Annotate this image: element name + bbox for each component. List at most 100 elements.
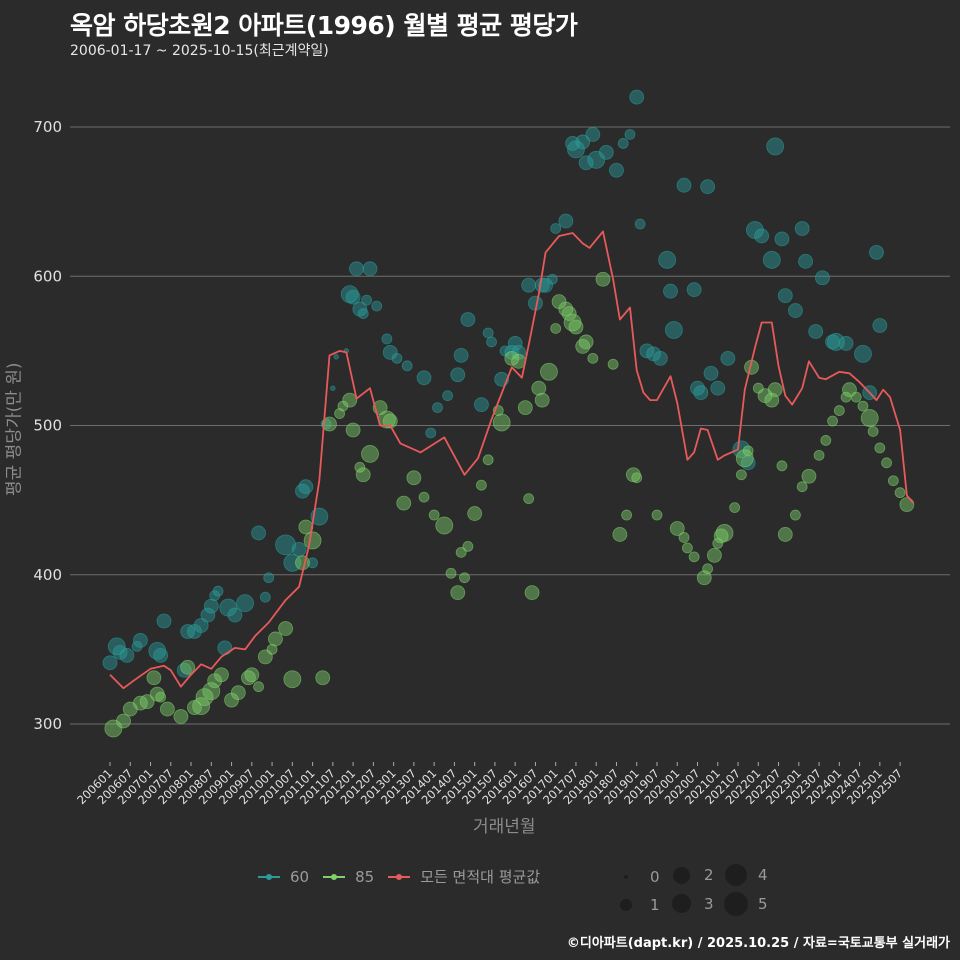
- bubble-60: [546, 273, 558, 285]
- bubble-60: [693, 385, 709, 401]
- bubble-85: [180, 659, 196, 675]
- size-dot-icon: [671, 894, 691, 913]
- bubble-85: [827, 415, 838, 427]
- bubble-60: [676, 177, 692, 193]
- y-axis-label: 평균 평당가(만 원): [4, 362, 25, 496]
- bubble-60: [275, 534, 296, 556]
- bubble-60: [634, 218, 646, 230]
- bubble-85: [155, 691, 167, 703]
- bubble-60: [703, 365, 719, 381]
- bubble-85: [268, 631, 283, 647]
- bubble-85: [428, 509, 440, 521]
- bubble-85: [244, 667, 260, 683]
- bubble-85: [568, 319, 584, 335]
- bubble-60: [732, 440, 751, 459]
- bubble-85: [476, 479, 487, 491]
- bubble-60: [710, 380, 726, 396]
- bubble-85: [517, 400, 533, 415]
- bubble-85: [492, 413, 511, 432]
- legend-item-60: 60: [258, 868, 309, 886]
- bubble-85: [531, 380, 547, 396]
- bubble-85: [833, 405, 845, 416]
- bubble-85: [874, 442, 886, 454]
- bubble-85: [857, 400, 869, 412]
- bubble-85: [713, 528, 729, 544]
- bubble-60: [236, 594, 254, 613]
- bubble-60: [203, 598, 219, 614]
- bubble-60: [291, 541, 307, 557]
- bubble-85: [899, 497, 915, 513]
- bubble-85: [266, 643, 278, 655]
- bubble-85: [651, 509, 663, 521]
- legend-item-85: 85: [323, 868, 374, 886]
- bubble-60: [474, 397, 489, 413]
- bubble-85: [790, 509, 801, 521]
- size-legend-0: 0: [616, 868, 660, 886]
- bubble-60: [872, 318, 888, 333]
- bubble-60: [788, 303, 803, 318]
- bubble-85: [354, 461, 366, 473]
- size-legend-1: 1: [616, 896, 660, 914]
- bubble-60: [700, 179, 716, 195]
- bubble-85: [253, 681, 264, 693]
- bubble-60: [442, 390, 454, 402]
- size-legend: 0 1 2 3 4 5: [610, 864, 780, 924]
- bubble-60: [102, 655, 118, 671]
- bubble-60: [507, 336, 523, 351]
- bubble-60: [330, 385, 336, 391]
- bubble-85: [523, 493, 535, 505]
- bubble-85: [735, 449, 754, 468]
- bubble-60: [391, 352, 403, 364]
- bubble-85: [669, 521, 685, 536]
- bubble-60: [575, 134, 591, 150]
- bubble-85: [315, 670, 331, 686]
- bubble-60: [777, 288, 793, 304]
- bubble-85: [202, 682, 221, 701]
- bubble-85: [881, 457, 892, 469]
- bubble-85: [887, 475, 899, 487]
- y-tick-label: 700: [33, 118, 62, 136]
- bubble-60: [345, 289, 361, 305]
- bubble-85: [192, 697, 211, 715]
- bubble-85: [160, 701, 175, 717]
- bubble-85: [459, 572, 470, 584]
- bubble-85: [867, 426, 879, 437]
- chart-subtitle: 2006-01-17 ~ 2025-10-15(최근계약일): [70, 43, 329, 59]
- chart-title: 옥암 하당초원2 아파트(1996) 월별 평균 평당가: [70, 11, 578, 40]
- bubble-60: [854, 344, 872, 363]
- bubble-60: [132, 633, 148, 648]
- bubble-60: [521, 277, 537, 293]
- bubble-60: [598, 144, 614, 160]
- bubble-60: [119, 647, 135, 663]
- bubble-60: [794, 221, 810, 236]
- bubble-85: [681, 542, 693, 554]
- size-dot-icon: [620, 899, 632, 911]
- bubble-85: [445, 567, 457, 579]
- bubble-60: [263, 572, 275, 584]
- bubble-85: [524, 585, 540, 601]
- size-dot-icon: [624, 875, 628, 879]
- bubble-60: [153, 647, 169, 663]
- bubble-60: [808, 324, 824, 339]
- bubble-85: [621, 509, 633, 521]
- bubble-60: [762, 250, 781, 269]
- bubble-85: [482, 454, 494, 466]
- bubble-85: [688, 551, 700, 563]
- bubble-60: [538, 277, 553, 293]
- bubble-60: [371, 300, 383, 312]
- bubble-60: [432, 402, 443, 413]
- bubble-60: [827, 333, 845, 351]
- bubble-85: [534, 392, 550, 408]
- legend-swatch-teal-icon: [258, 873, 280, 880]
- bubble-85: [742, 445, 754, 457]
- y-tick-label: 600: [33, 267, 62, 285]
- bubble-85: [462, 540, 474, 552]
- size-dot-icon: [672, 866, 690, 884]
- bubble-85: [230, 685, 246, 701]
- bubble-60: [815, 270, 830, 286]
- bubble-60: [227, 607, 243, 623]
- bubble-85: [612, 527, 628, 542]
- bubble-60: [482, 327, 494, 339]
- bubble-85: [678, 532, 690, 543]
- bubble-85: [776, 460, 788, 472]
